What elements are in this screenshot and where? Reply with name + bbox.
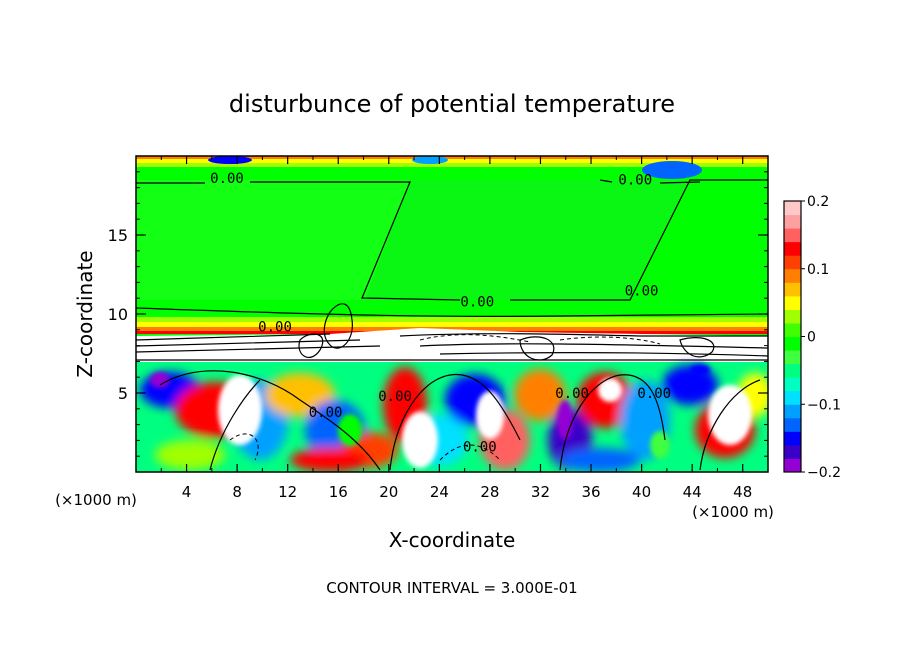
contour-label: 0.00 xyxy=(618,173,652,189)
contour-label: 0.00 xyxy=(460,294,494,310)
contour-interval-note: CONTOUR INTERVAL = 3.000E-01 xyxy=(326,579,577,597)
x-axis-label: X-coordinate xyxy=(389,528,516,552)
band-yellow xyxy=(136,322,768,327)
colorbar-swatch xyxy=(784,309,801,324)
turbulent-region xyxy=(136,362,768,472)
x-tick-label: 40 xyxy=(632,483,651,501)
colorbar-swatch xyxy=(784,377,801,392)
x-tick-label: 48 xyxy=(733,483,752,501)
top-band-orange xyxy=(136,156,768,159)
contour-lines xyxy=(136,179,768,471)
colorbar-swatch xyxy=(784,228,801,243)
colorbar-swatch xyxy=(784,295,801,310)
colorbar-tick-label: 0.1 xyxy=(807,262,829,278)
x-unit-left: (×1000 m) xyxy=(55,491,137,509)
colorbar: 0.2 0.1 0 −0.1 −0.2 xyxy=(783,194,841,481)
contour-label: 0.00 xyxy=(555,386,589,402)
colorbar-swatch xyxy=(784,214,801,229)
colorbar-swatch xyxy=(784,444,801,459)
x-unit-right: (×1000 m) xyxy=(692,503,774,521)
top-cyan-spot xyxy=(412,156,448,164)
colorbar-swatch xyxy=(784,404,801,419)
y-tick-label: 5 xyxy=(118,384,128,403)
colorbar-swatch xyxy=(784,241,801,256)
band-lime xyxy=(136,317,768,322)
colorbar-swatch xyxy=(784,322,801,337)
y-axis-label: Z-coordinate xyxy=(73,250,97,377)
band-orange xyxy=(136,327,768,331)
x-tick-label: 32 xyxy=(531,483,550,501)
colorbar-swatch xyxy=(784,255,801,270)
negative-contour-set xyxy=(229,334,661,461)
contour-label: 0.00 xyxy=(463,440,497,456)
contour-label: 0.00 xyxy=(637,386,671,402)
dense-contours-layer xyxy=(136,333,768,361)
colorbar-tick-label: −0.1 xyxy=(807,397,841,413)
colorbar-swatch xyxy=(784,363,801,378)
x-tick-label: 16 xyxy=(329,483,348,501)
turbulent-blobs-sharp xyxy=(150,364,752,468)
colorbar-swatch xyxy=(784,458,801,473)
negative-contours xyxy=(229,334,661,461)
colorbar-swatch xyxy=(784,417,801,432)
cloud-contours xyxy=(298,303,715,361)
x-tick-label: 36 xyxy=(581,483,600,501)
top-band-lime xyxy=(136,163,768,167)
colorbar-tick-label: 0 xyxy=(807,330,816,346)
colorbar-swatch xyxy=(784,282,801,297)
contour-label: 0.00 xyxy=(309,405,343,421)
x-tick-label: 12 xyxy=(278,483,297,501)
contour-labels: 0.00 0.00 0.00 0.00 0.00 0.00 0.00 0.00 0.00 0.00 xyxy=(210,171,671,456)
x-tick-label: 44 xyxy=(683,483,702,501)
top-band-yellow xyxy=(136,159,768,163)
colorbar-swatch xyxy=(784,431,801,446)
colorbar-tick-label: 0.2 xyxy=(807,194,829,210)
colorbar-swatch xyxy=(784,350,801,365)
colorbar-swatch xyxy=(784,268,801,283)
zero-contour-top-right xyxy=(599,179,701,184)
field-upper-left-region xyxy=(136,180,410,300)
colorbar-swatch xyxy=(784,201,801,216)
zero-contour-upper xyxy=(136,179,768,317)
x-tick-label: 8 xyxy=(232,483,242,501)
field-upper-mid-region xyxy=(365,180,690,300)
top-blue-spot xyxy=(642,161,702,179)
x-tick-label: 28 xyxy=(480,483,499,501)
contour-label: 0.00 xyxy=(378,389,412,405)
colorbar-tick-label: −0.2 xyxy=(807,465,841,481)
colorbar-swatch xyxy=(784,390,801,405)
contour-label: 0.00 xyxy=(210,171,244,187)
contour-label: 0.00 xyxy=(258,320,292,336)
x-axis: 4 8 12 16 20 24 28 32 36 40 44 48 xyxy=(160,156,752,501)
x-tick-label: 20 xyxy=(379,483,398,501)
top-blue-spot-left xyxy=(208,156,252,164)
x-tick-label: 24 xyxy=(430,483,449,501)
colorbar-swatch xyxy=(784,336,801,351)
x-tick-label: 4 xyxy=(182,483,192,501)
contour-label: 0.00 xyxy=(625,283,659,299)
y-tick-label: 10 xyxy=(108,305,128,324)
chart-title: disturbunce of potential temperature xyxy=(229,90,675,118)
y-tick-label: 15 xyxy=(108,226,128,245)
plot-area xyxy=(136,156,768,472)
y-axis: 5 10 15 xyxy=(108,171,768,457)
zero-contour-lower xyxy=(159,370,761,471)
